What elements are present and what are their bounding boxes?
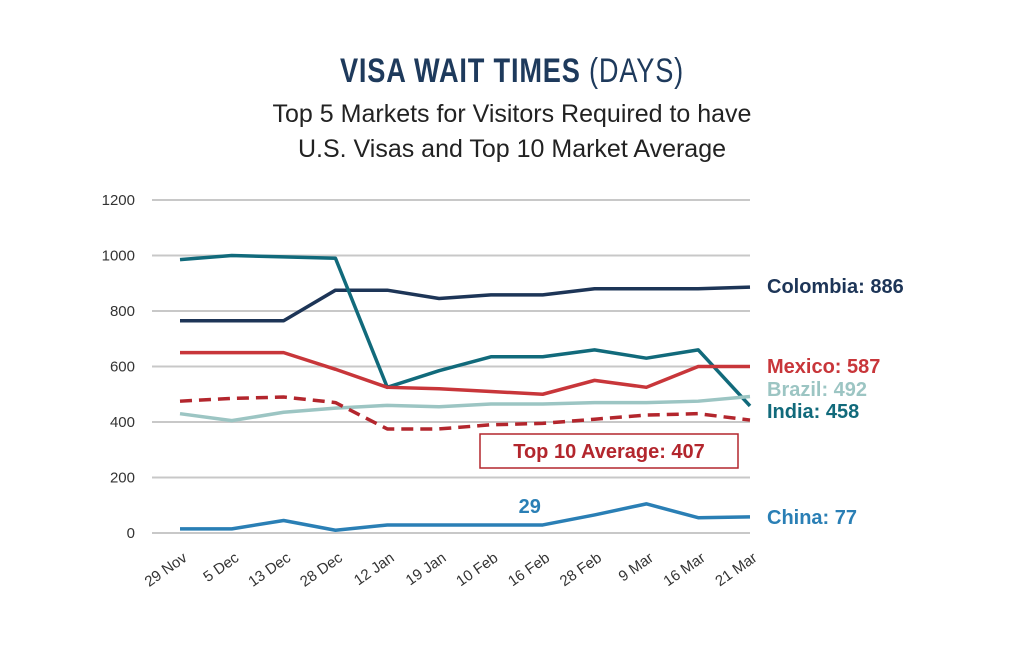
y-tick-label: 800 <box>110 303 135 320</box>
x-tick-label: 5 Dec <box>200 549 242 586</box>
series-line-india <box>179 253 752 408</box>
series-label: Mexico: 587 <box>767 356 880 378</box>
y-tick-label: 1200 <box>102 192 135 209</box>
y-tick-label: 200 <box>110 470 135 487</box>
x-tick-label: 16 Mar <box>660 549 708 590</box>
chart-subtitle-2: U.S. Visas and Top 10 Market Average <box>297 135 727 163</box>
x-tick-label: 9 Mar <box>615 549 656 585</box>
chart-title: VISA WAIT TIMES (DAYS) <box>339 52 685 90</box>
series-line-china <box>180 502 751 532</box>
average-label-box <box>479 433 739 469</box>
y-tick-label: 600 <box>110 359 135 376</box>
x-tick-label: 16 Feb <box>505 549 553 590</box>
y-tick-label: 0 <box>127 525 135 542</box>
series-label: Colombia: 886 <box>767 276 904 298</box>
series-line-mexico <box>180 350 750 396</box>
x-tick-label: 28 Dec <box>297 549 346 590</box>
x-tick-label: 29 Nov <box>142 549 191 590</box>
series-label: China: 77 <box>767 507 857 529</box>
y-tick-label: 400 <box>110 414 135 431</box>
x-tick-label: 28 Feb <box>557 549 605 590</box>
x-tick-label: 12 Jan <box>351 549 398 589</box>
x-tick-label: 10 Feb <box>453 549 501 590</box>
x-tick-label: 21 Mar <box>712 549 760 590</box>
series-label: Brazil: 492 <box>767 379 867 401</box>
series-line-brazil <box>179 394 751 423</box>
series-line-top-10-average <box>179 395 751 431</box>
x-tick-label: 19 Jan <box>403 549 450 589</box>
series-label: India: 458 <box>767 401 859 423</box>
average-label: Top 10 Average: 407 <box>513 441 705 463</box>
series-line-colombia <box>180 285 751 323</box>
y-tick-label: 1000 <box>102 248 135 265</box>
chart-subtitle-1: Top 5 Markets for Visitors Required to h… <box>272 100 752 128</box>
x-tick-label: 13 Dec <box>245 549 294 590</box>
china-annotation: 29 <box>519 496 541 518</box>
